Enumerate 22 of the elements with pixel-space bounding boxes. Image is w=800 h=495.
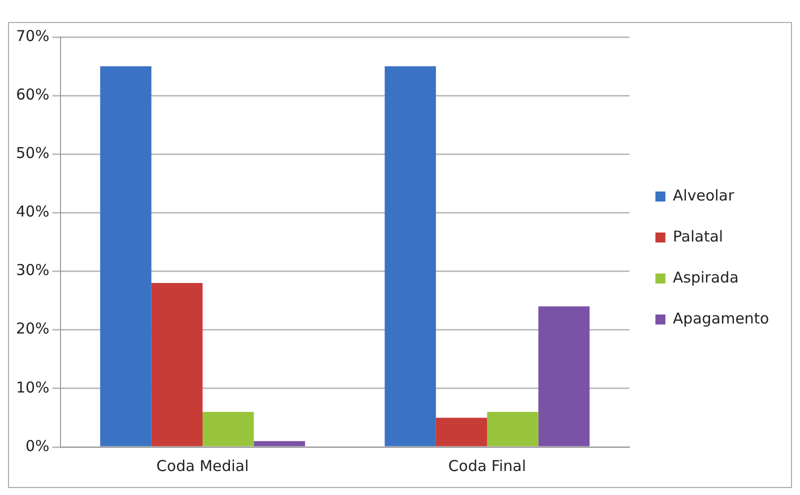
legend-label: Palatal (672, 227, 724, 246)
bar (538, 306, 590, 446)
legend-label: Aspirada (672, 268, 739, 286)
bar (384, 66, 436, 446)
bar (436, 418, 488, 446)
x-tick-label: Coda Final (448, 456, 526, 475)
bar (202, 412, 254, 446)
bar (151, 283, 203, 446)
y-tick-label: 10% (16, 378, 50, 396)
y-tick-label: 20% (16, 320, 50, 338)
y-tick-label: 40% (16, 202, 50, 221)
y-tick-label: 30% (16, 261, 50, 280)
bar (487, 412, 538, 446)
bar (254, 441, 306, 446)
legend-label: Alveolar (672, 186, 735, 204)
y-tick-label: 70% (16, 26, 50, 45)
legend-label: Apagamento (672, 309, 769, 328)
y-tick-label: 60% (16, 85, 50, 104)
y-tick-label: 50% (16, 144, 50, 162)
bar (100, 66, 152, 446)
y-tick-label: 0% (26, 436, 50, 455)
x-tick-label: Coda Medial (156, 456, 249, 475)
